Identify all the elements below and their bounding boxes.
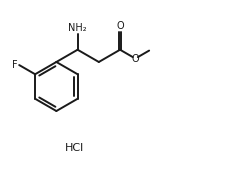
Text: NH₂: NH₂ xyxy=(68,22,87,33)
Text: F: F xyxy=(12,60,17,70)
Text: HCl: HCl xyxy=(65,143,84,153)
Text: O: O xyxy=(132,54,139,63)
Text: O: O xyxy=(116,21,124,31)
